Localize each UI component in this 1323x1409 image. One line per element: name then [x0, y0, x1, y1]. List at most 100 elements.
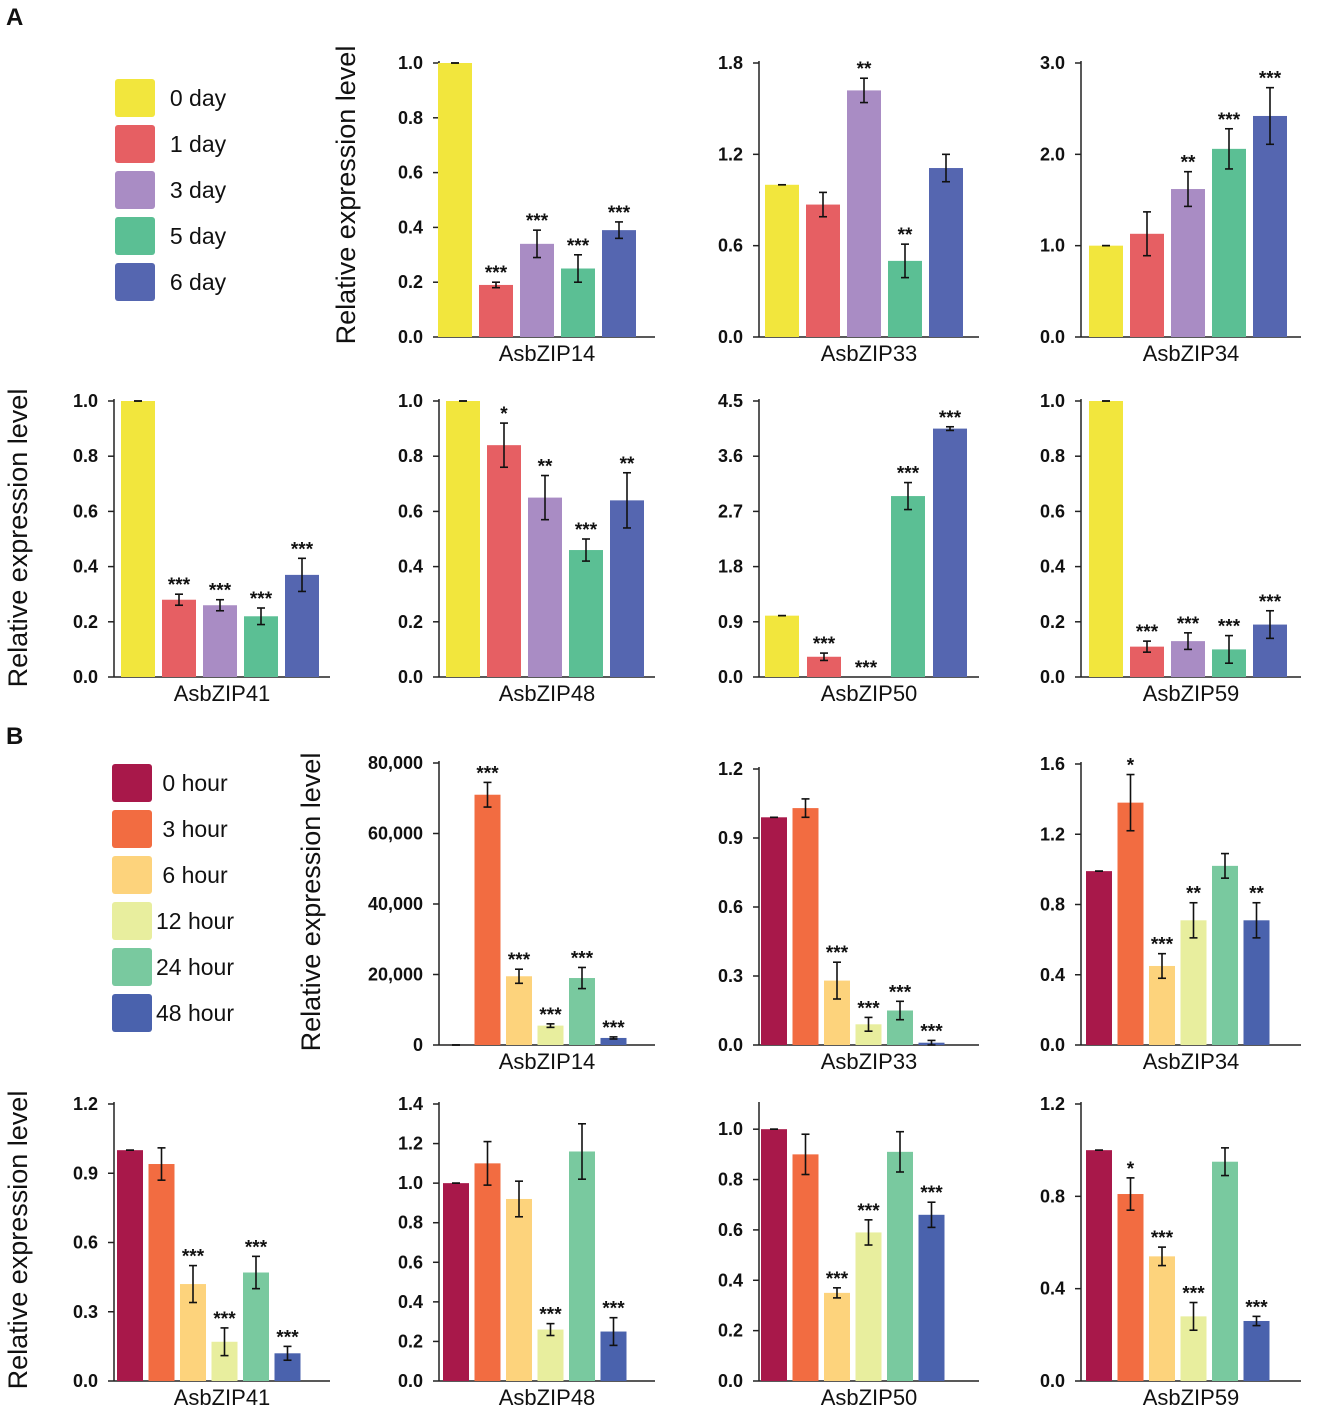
- y-tick-label: 0.4: [718, 1270, 743, 1290]
- bar: [537, 1329, 564, 1381]
- significance-label: ***: [1151, 935, 1174, 956]
- significance-label: ***: [168, 575, 191, 596]
- y-tick-label: 1.0: [1040, 236, 1065, 256]
- panel-b-label: B: [6, 723, 23, 750]
- significance-label: ***: [602, 1299, 625, 1320]
- y-tick-label: 0.6: [398, 1252, 423, 1272]
- y-tick-label: 1.0: [73, 391, 98, 411]
- y-tick-label: 0.6: [718, 1220, 743, 1240]
- y-tick-label: 0.6: [398, 501, 423, 521]
- legend-swatch: [112, 948, 152, 986]
- bar: [792, 808, 819, 1045]
- legend-label: 5 day: [170, 223, 227, 249]
- y-tick-label: 0.3: [718, 966, 743, 986]
- significance-label: ***: [575, 520, 598, 541]
- significance-label: ***: [1218, 617, 1241, 638]
- bar: [474, 1163, 501, 1381]
- legend-swatch: [112, 856, 152, 894]
- y-tick-label: 0.9: [73, 1163, 98, 1183]
- significance-label: ***: [276, 1327, 299, 1348]
- significance-label: ***: [826, 943, 849, 964]
- bar: [600, 1037, 627, 1045]
- bar: [1212, 1161, 1238, 1381]
- chart-b-asbzip33: 0.00.30.60.91.2************AsbZIP33: [718, 759, 979, 1074]
- y-tick-label: 1.2: [718, 759, 743, 779]
- bar: [887, 1151, 913, 1381]
- y-tick-label: 80,000: [368, 753, 423, 773]
- bar: [1212, 148, 1246, 337]
- y-axis-title: Relative expression level: [331, 46, 361, 345]
- y-tick-label: 0.0: [398, 1371, 423, 1391]
- legend-label: 3 day: [170, 177, 227, 203]
- legend-label: 6 day: [170, 269, 227, 295]
- y-tick-label: 40,000: [368, 894, 423, 914]
- significance-label: ***: [567, 236, 590, 257]
- chart-a-asbzip14: 0.0 0.2 0.4 0.6 0.8 1.0 *** *** *** *** AsbZIP14 Re…: [331, 46, 655, 366]
- bar: [203, 605, 237, 677]
- chart-b-asbzip41: 0.0 0.3 0.6 0.9 1.2 *** *** *** *** AsbZIP41 Relat…: [3, 1091, 330, 1409]
- significance-label: ***: [476, 763, 499, 784]
- y-tick-label: 0.0: [718, 327, 743, 347]
- significance-label: ***: [539, 1305, 562, 1326]
- bar: [446, 401, 480, 677]
- significance-label: ***: [889, 982, 912, 1003]
- bar: [487, 445, 521, 677]
- bar: [918, 1214, 945, 1381]
- significance-label: *: [1127, 1159, 1135, 1180]
- y-axis-title: Relative expression level: [3, 389, 33, 688]
- gene-label: AsbZIP48: [499, 681, 596, 706]
- y-tick-label: 1.0: [398, 53, 423, 73]
- legend-swatch: [115, 125, 155, 163]
- y-tick-label: 1.6: [1040, 754, 1065, 774]
- bar: [1243, 920, 1270, 1045]
- y-tick-label: 1.2: [1040, 1094, 1065, 1114]
- y-tick-label: 3.6: [718, 446, 743, 466]
- bar: [1089, 401, 1123, 677]
- y-axis-title: Relative expression level: [3, 1091, 33, 1390]
- chart-b-asbzip59: 0.00.40.81.2**********AsbZIP59: [1040, 1094, 1301, 1409]
- significance-label: ***: [209, 581, 232, 602]
- bar: [1149, 965, 1175, 1045]
- y-tick-label: 0.4: [1040, 1279, 1065, 1299]
- y-tick-label: 1.2: [1040, 824, 1065, 844]
- y-tick-label: 0.0: [73, 667, 98, 687]
- y-tick-label: 0.0: [1040, 1371, 1065, 1391]
- significance-label: *: [500, 404, 508, 425]
- legend-label: 48 hour: [156, 1000, 234, 1026]
- bar: [806, 204, 840, 337]
- chart-a-asbzip48: 0.00.20.40.60.81.0********AsbZIP48: [398, 391, 655, 706]
- bar: [792, 1154, 819, 1381]
- y-tick-label: 20,000: [368, 965, 423, 985]
- y-tick-label: 0.9: [718, 612, 743, 632]
- bar: [438, 63, 472, 337]
- significance-label: ***: [1259, 69, 1282, 90]
- y-tick-label: 0.2: [73, 612, 98, 632]
- bar: [1180, 920, 1207, 1045]
- legend-label: 0 hour: [162, 770, 228, 796]
- panel-a-label: A: [6, 4, 23, 31]
- y-tick-label: 0.2: [398, 612, 423, 632]
- significance-label: ***: [1177, 614, 1200, 635]
- bar: [602, 230, 636, 337]
- significance-label: ***: [813, 634, 836, 655]
- bar: [929, 168, 963, 337]
- significance-label: **: [1181, 153, 1196, 174]
- significance-label: **: [1186, 884, 1201, 905]
- bar: [1117, 802, 1144, 1045]
- significance-label: ***: [939, 408, 962, 429]
- bar: [610, 500, 644, 677]
- y-tick-label: 1.2: [73, 1094, 98, 1114]
- y-tick-label: 1.2: [718, 144, 743, 164]
- bar: [891, 496, 925, 677]
- y-tick-label: 0.0: [1040, 327, 1065, 347]
- y-tick-label: 0.4: [1040, 965, 1065, 985]
- y-tick-label: 0.8: [398, 1213, 423, 1233]
- legend-label: 1 day: [170, 131, 227, 157]
- significance-label: **: [857, 59, 872, 80]
- gene-label: AsbZIP33: [821, 1049, 918, 1074]
- bar: [1212, 865, 1238, 1045]
- y-tick-label: 2.0: [1040, 144, 1065, 164]
- y-tick-label: 0.0: [718, 667, 743, 687]
- significance-label: ***: [1218, 110, 1241, 131]
- bar: [1253, 115, 1287, 338]
